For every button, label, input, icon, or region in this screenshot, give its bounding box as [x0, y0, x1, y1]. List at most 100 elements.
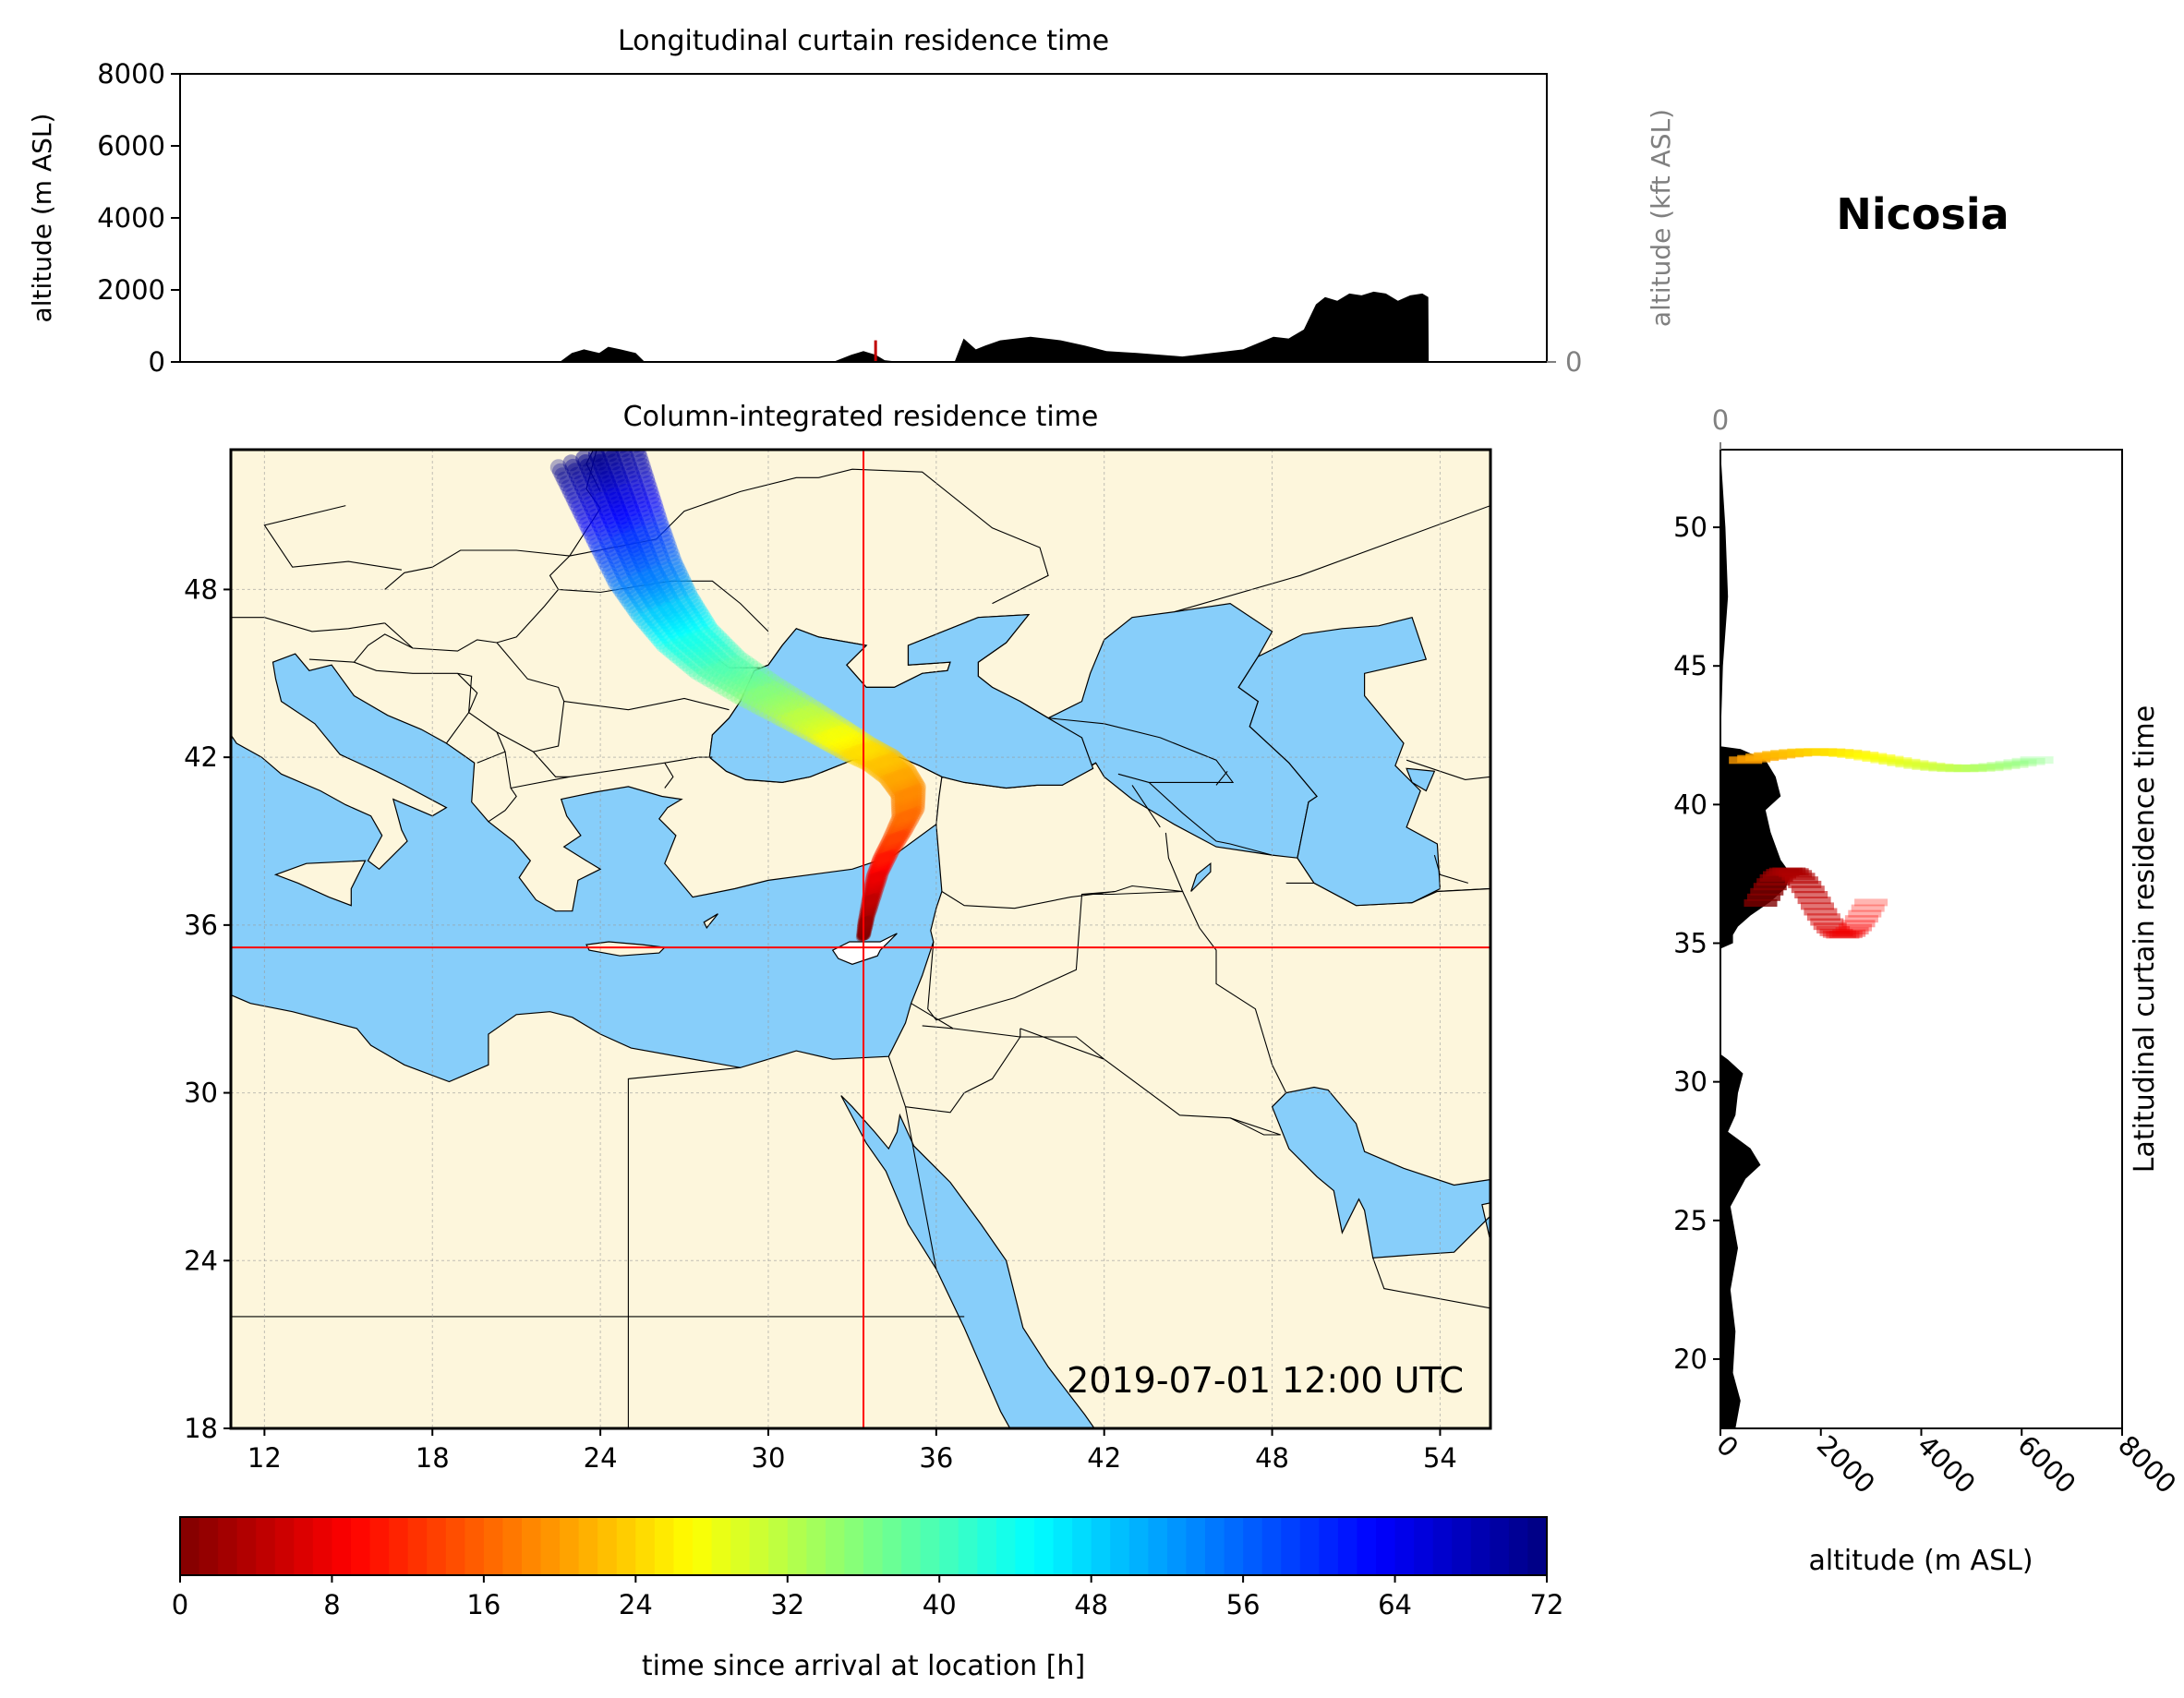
plume-particle — [695, 663, 710, 678]
colorbar-segment — [1148, 1517, 1168, 1575]
side-plume-particle — [1794, 891, 1828, 898]
plume-particle — [627, 475, 644, 491]
plume-particle — [698, 611, 713, 626]
plume-particle — [683, 605, 698, 620]
colorbar-segment — [1470, 1517, 1490, 1575]
plume-particle — [794, 697, 808, 710]
plume-particle — [697, 635, 712, 650]
border-line — [1020, 1028, 1104, 1060]
plume-particle — [890, 796, 902, 808]
side-plume-particle — [1844, 915, 1878, 923]
top-ytick-label: 2000 — [97, 274, 165, 306]
plume-particle — [602, 541, 619, 557]
border-line — [585, 450, 601, 492]
plume-particle — [900, 766, 913, 778]
plume-particle — [730, 656, 743, 669]
colorbar-segment — [995, 1517, 1017, 1575]
plume-particle — [806, 710, 819, 723]
colorbar-segment — [693, 1517, 713, 1575]
plume-particle — [702, 630, 717, 644]
plume-particle — [830, 714, 844, 727]
plume-particle — [890, 802, 902, 814]
plume-particle — [759, 668, 774, 682]
plume-particle — [909, 770, 921, 782]
side-plume-particle — [1839, 923, 1872, 932]
border-line — [1215, 770, 1228, 786]
border-line — [1174, 505, 1490, 613]
plume-particle — [709, 679, 723, 692]
plume-particle — [623, 466, 641, 483]
plume-particle — [911, 808, 923, 820]
plume-particle — [597, 556, 613, 572]
plume-particle — [621, 496, 638, 512]
colorbar-segment — [332, 1517, 352, 1575]
border-line — [1048, 717, 1235, 783]
plume-particle — [779, 688, 792, 701]
plume-particle — [890, 801, 902, 813]
plume-particle — [651, 568, 667, 584]
colorbar-segment — [294, 1517, 314, 1575]
map-xtick-label: 12 — [247, 1442, 282, 1474]
plume-particle — [737, 688, 750, 702]
plume-particle — [851, 732, 863, 745]
plume-particle — [613, 475, 630, 491]
plume-particle — [637, 537, 654, 553]
plume-particle — [871, 854, 883, 866]
plume-particle — [648, 501, 665, 517]
plume-particle — [767, 680, 781, 694]
colorbar-axis: 0 8 16 24 32 40 48 56 64 72 — [172, 1575, 1564, 1620]
plume-particle — [754, 685, 768, 699]
colorbar-segment — [312, 1517, 333, 1575]
plume-particle — [730, 647, 744, 661]
map-xtick-label: 24 — [584, 1442, 618, 1474]
colorbar-segment — [256, 1517, 276, 1575]
plume-particle — [646, 614, 661, 629]
plume-particle — [684, 589, 699, 604]
plume-particle — [653, 514, 669, 530]
plume-particle — [837, 748, 849, 761]
plume-particle — [880, 837, 891, 849]
plume-particle — [674, 568, 690, 584]
plume-particle — [686, 592, 701, 608]
plume-particle — [870, 859, 881, 870]
plume-particle — [910, 780, 922, 792]
side-xtick-label: 8000 — [2112, 1429, 2182, 1499]
plume-particle — [778, 680, 792, 694]
plume-particle — [703, 641, 718, 656]
plume-particle — [914, 792, 926, 804]
plume-particle — [566, 491, 583, 509]
colorbar-segment — [711, 1517, 731, 1575]
plume-particle — [879, 775, 891, 787]
top-ytick-label: 6000 — [97, 130, 165, 162]
plume-particle — [838, 724, 851, 736]
plume-particle — [649, 618, 664, 632]
plume-particle — [667, 554, 683, 570]
plume-particle — [903, 770, 915, 782]
plume-particle — [554, 467, 571, 484]
plume-particle — [701, 673, 715, 688]
plume-particle — [766, 710, 780, 724]
plume-particle — [633, 453, 650, 471]
plume-particle — [913, 801, 925, 813]
plume-particle — [815, 716, 829, 729]
plume-particle — [870, 893, 880, 903]
colorbar-segment — [597, 1517, 618, 1575]
plume-particle — [780, 694, 794, 708]
plume-particle — [754, 704, 768, 717]
map-xtick-label: 42 — [1087, 1442, 1121, 1474]
plume-particle — [654, 549, 670, 566]
colorbar-segment — [274, 1517, 295, 1575]
side-plume-particle — [1841, 920, 1876, 928]
colorbar-segment — [389, 1517, 409, 1575]
plume-particle — [818, 712, 831, 725]
plume-particle — [715, 660, 729, 675]
plume-particle — [639, 509, 655, 525]
plume-particle — [646, 530, 662, 546]
plume-particle — [809, 705, 822, 718]
plume-particle — [887, 784, 899, 797]
colorbar-tick-label: 72 — [1530, 1589, 1564, 1620]
sea-polygon — [1237, 616, 1442, 907]
plume-particle — [708, 670, 722, 685]
plume-particle — [825, 741, 838, 754]
border-line — [569, 538, 657, 557]
